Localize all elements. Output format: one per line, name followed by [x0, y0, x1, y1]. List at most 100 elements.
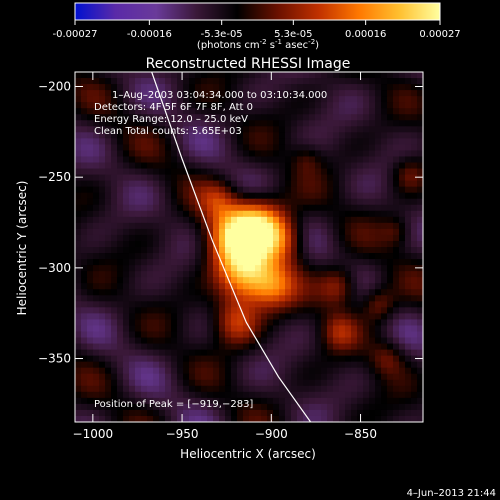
- heatmap-cell: [375, 301, 382, 308]
- heatmap-cell: [399, 349, 406, 357]
- heatmap-cell: [411, 289, 418, 296]
- heatmap-cell: [417, 198, 423, 206]
- heatmap-cell: [303, 289, 310, 296]
- heatmap-cell: [291, 271, 298, 278]
- heatmap-cell: [111, 144, 118, 152]
- heatmap-cell: [333, 331, 340, 339]
- heatmap-cell: [333, 343, 340, 351]
- heatmap-cell: [345, 156, 352, 164]
- heatmap-cell: [177, 180, 184, 188]
- heatmap-cell: [243, 391, 250, 399]
- heatmap-cell: [249, 162, 256, 170]
- heatmap-cell: [297, 78, 304, 85]
- heatmap-cell: [387, 114, 394, 121]
- heatmap-cell: [135, 216, 142, 224]
- heatmap-cell: [399, 367, 406, 375]
- heatmap-cell: [333, 307, 340, 314]
- heatmap-cell: [321, 120, 328, 127]
- heatmap-cell: [327, 331, 334, 339]
- heatmap-cell: [339, 355, 346, 363]
- heatmap-cell: [111, 295, 118, 302]
- heatmap-cell: [363, 162, 370, 170]
- heatmap-cell: [165, 289, 172, 296]
- heatmap-cell: [207, 222, 214, 230]
- heatmap-cell: [243, 325, 250, 333]
- heatmap-cell: [237, 90, 244, 97]
- heatmap-cell: [147, 355, 154, 363]
- heatmap-cell: [411, 156, 418, 164]
- heatmap-cell: [99, 391, 106, 399]
- heatmap-cell: [243, 132, 250, 139]
- heatmap-cell: [315, 108, 322, 115]
- heatmap-cell: [123, 102, 130, 109]
- heatmap-cell: [189, 307, 196, 314]
- heatmap-cell: [219, 391, 226, 399]
- heatmap-cell: [369, 265, 376, 272]
- heatmap-cell: [351, 409, 358, 417]
- heatmap-cell: [351, 222, 358, 230]
- heatmap-cell: [213, 391, 220, 399]
- heatmap-cell: [381, 415, 388, 422]
- heatmap-cell: [297, 234, 304, 242]
- heatmap-cell: [315, 132, 322, 139]
- heatmap-cell: [243, 108, 250, 115]
- heatmap-cell: [147, 277, 154, 284]
- heatmap-cell: [249, 132, 256, 139]
- heatmap-cell: [417, 397, 423, 405]
- heatmap-cell: [189, 150, 196, 158]
- heatmap-cell: [183, 325, 190, 333]
- heatmap-cell: [123, 361, 130, 369]
- heatmap-cell: [393, 343, 400, 351]
- heatmap-cell: [399, 289, 406, 296]
- heatmap-cell: [171, 259, 178, 266]
- heatmap-cell: [159, 210, 166, 218]
- heatmap-cell: [411, 253, 418, 260]
- heatmap-cell: [297, 144, 304, 152]
- heatmap-cell: [393, 240, 400, 248]
- heatmap-cell: [297, 319, 304, 327]
- heatmap-cell: [225, 337, 232, 345]
- heatmap-cell: [327, 325, 334, 333]
- heatmap-cell: [273, 307, 280, 314]
- heatmap-cell: [183, 126, 190, 133]
- y-axis: −200−250−300−350: [38, 80, 423, 366]
- heatmap-cell: [99, 253, 106, 260]
- heatmap-cell: [99, 397, 106, 405]
- heatmap-cell: [171, 325, 178, 333]
- heatmap-cell: [321, 150, 328, 158]
- heatmap-cell: [399, 271, 406, 278]
- heatmap-cell: [303, 132, 310, 139]
- heatmap-cell: [303, 222, 310, 230]
- heatmap-cell: [291, 385, 298, 393]
- heatmap-cell: [165, 331, 172, 339]
- heatmap-cell: [315, 319, 322, 327]
- heatmap-cell: [375, 253, 382, 260]
- heatmap-cell: [279, 96, 286, 103]
- heatmap-cell: [231, 114, 238, 121]
- heatmap-cell: [285, 156, 292, 164]
- heatmap-cell: [303, 415, 310, 422]
- heatmap-cell: [237, 247, 244, 254]
- heatmap-cell: [219, 379, 226, 387]
- heatmap-cell: [393, 373, 400, 381]
- heatmap-cell: [351, 247, 358, 254]
- heatmap-cell: [309, 307, 316, 314]
- heatmap-cell: [393, 180, 400, 188]
- heatmap-cell: [399, 319, 406, 327]
- heatmap-cell: [327, 403, 334, 411]
- heatmap-cell: [147, 126, 154, 133]
- heatmap-cell: [387, 150, 394, 158]
- heatmap-cell: [147, 295, 154, 302]
- heatmap-cell: [93, 102, 100, 109]
- heatmap-cell: [129, 307, 136, 314]
- heatmap-cell: [399, 198, 406, 206]
- heatmap-cell: [237, 132, 244, 139]
- heatmap-cell: [171, 403, 178, 411]
- heatmap-cell: [225, 349, 232, 357]
- heatmap-cell: [135, 349, 142, 357]
- heatmap-cell: [195, 349, 202, 357]
- heatmap-cell: [369, 343, 376, 351]
- heatmap-cell: [315, 307, 322, 314]
- heatmap-cell: [321, 234, 328, 242]
- heatmap-cell: [75, 343, 82, 351]
